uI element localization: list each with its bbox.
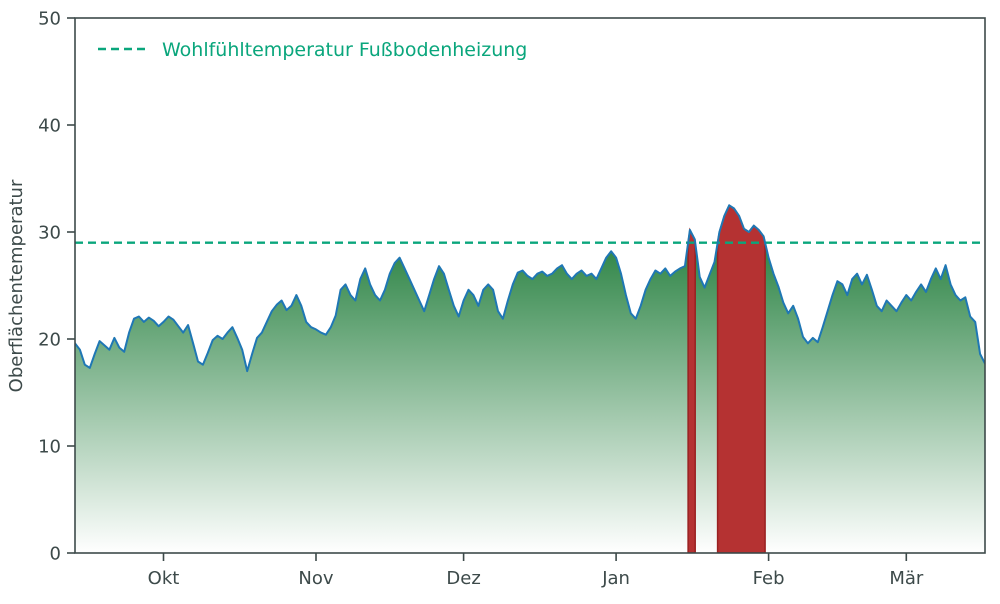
x-tick-label: Okt (148, 568, 180, 589)
x-tick-label: Jan (601, 568, 630, 589)
y-tick-label: 10 (38, 437, 61, 458)
temperature-area (75, 205, 985, 553)
temperature-line (75, 204, 985, 373)
y-tick-label: 40 (38, 116, 61, 137)
legend: Wohlfühltemperatur Fußbodenheizung (98, 39, 527, 61)
exceedance-band (687, 227, 696, 553)
y-tick-label: 30 (38, 223, 61, 244)
y-axis-label: Oberflächentemperatur (6, 179, 27, 392)
x-tick-label: Mär (889, 568, 924, 589)
plot-frame (74, 17, 986, 554)
x-tick-label: Feb (753, 568, 785, 589)
x-tick-label: Nov (298, 568, 333, 589)
y-tick-label: 0 (50, 544, 61, 565)
y-tick-label: 20 (38, 330, 61, 351)
plot-area (75, 204, 985, 553)
legend-label: Wohlfühltemperatur Fußbodenheizung (162, 39, 527, 61)
y-axis: 0 10 20 30 40 50 (38, 9, 75, 565)
y-tick-label: 50 (38, 9, 61, 30)
x-tick-label: Dez (446, 568, 480, 589)
x-axis: Okt Nov Dez Jan Feb Mär (148, 553, 924, 589)
exceedance-band (716, 204, 766, 553)
